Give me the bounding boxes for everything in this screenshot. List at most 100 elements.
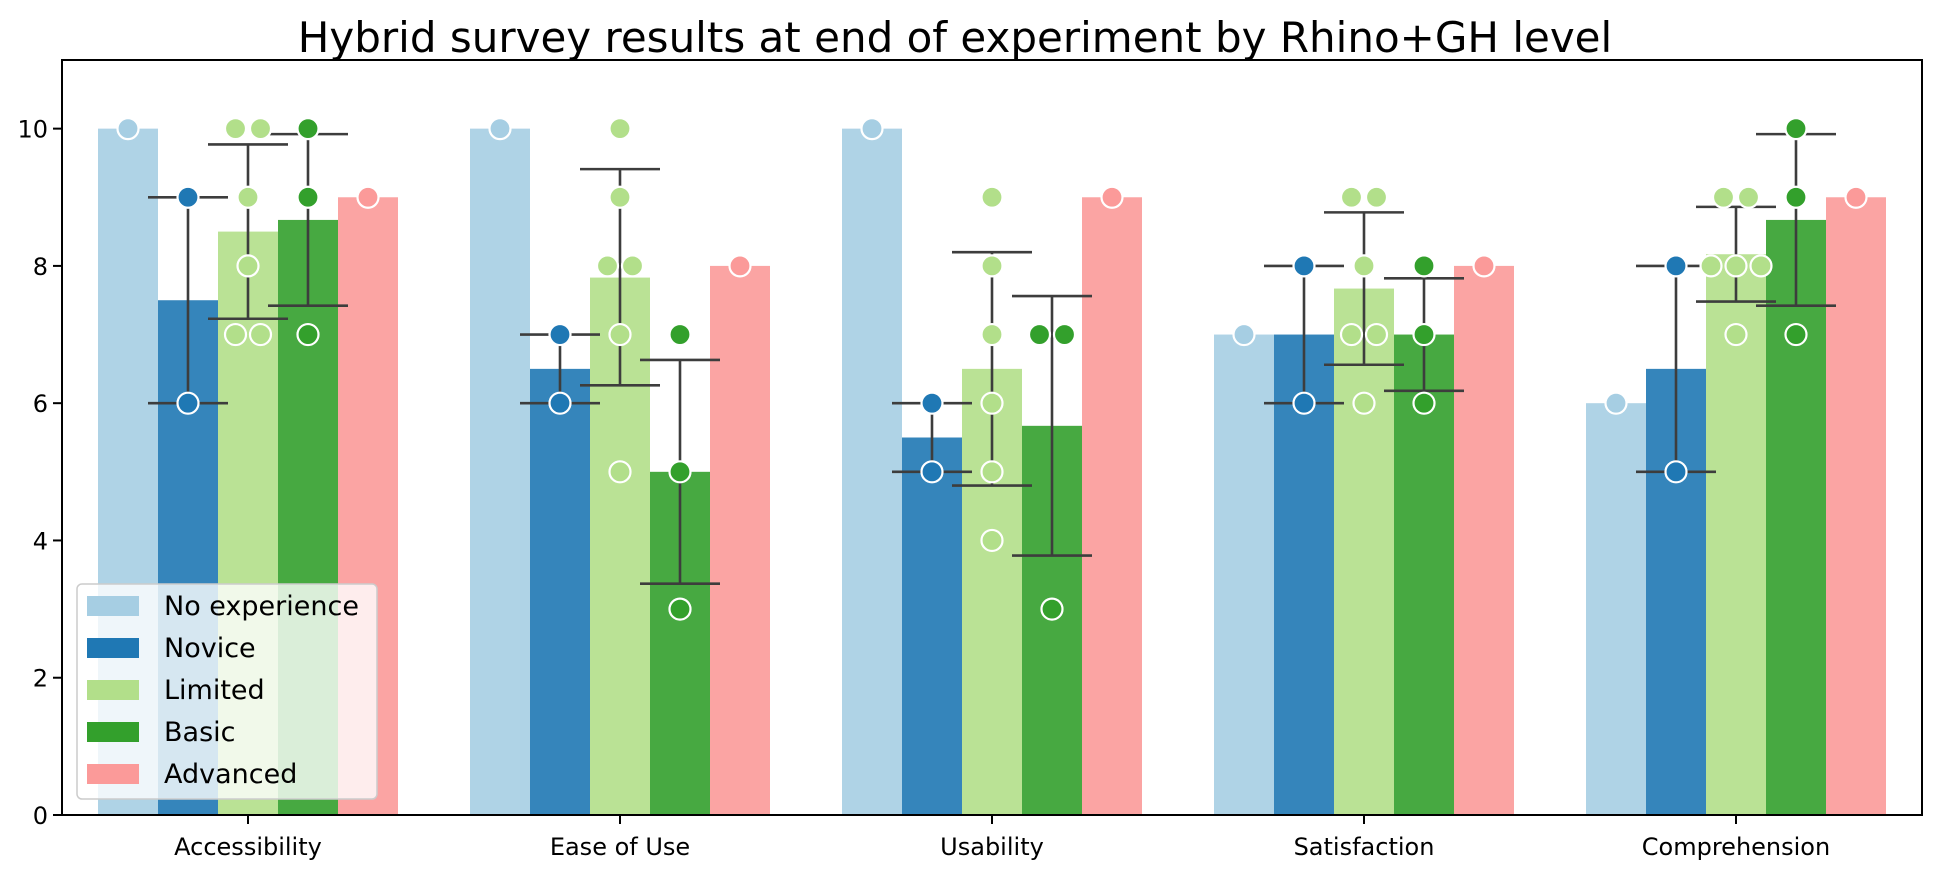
point-3-3-6-0 [1412,391,1436,415]
legend: No experience Novice Limited Basic Advanced [76,583,378,800]
y-tick-label-2: 4 [33,527,48,555]
point-1-4-8-0 [728,254,752,278]
legend-box [76,583,378,800]
x-tick-label-3: Satisfaction [1294,833,1435,861]
y-tick-label-0: 0 [33,802,48,830]
point-1-3-5-0 [668,460,692,484]
point-4-3-10-0 [1784,117,1808,141]
point-0-1-6-0 [176,391,200,415]
point-0-2-8-0 [236,254,260,278]
y-tick-label-1: 2 [33,665,48,693]
legend-label-3: Basic [164,717,235,748]
bar-4-4 [1826,197,1886,816]
point-2-2-7-0 [980,322,1004,347]
bar-4-3 [1766,219,1826,815]
point-0-3-7-0 [296,322,320,347]
point-3-3-7-0 [1412,322,1436,347]
point-0-2-9-0 [236,185,260,209]
point-2-3-7-0 [1027,322,1052,347]
point-0-3-10-0 [296,117,320,141]
point-1-1-6-0 [548,391,572,415]
point-1-2-10-0 [608,117,632,141]
bars-layer [98,128,1886,816]
point-3-2-6-0 [1352,391,1376,415]
point-3-1-8-0 [1292,254,1316,278]
bar-3-2 [1334,288,1394,815]
point-2-2-8-0 [980,254,1004,278]
point-2-2-6-0 [980,391,1004,415]
point-2-2-5-0 [980,460,1004,484]
legend-swatch-0 [87,596,139,616]
point-1-3-3-0 [668,597,692,621]
point-3-2-7-0 [1339,322,1364,347]
point-0-2-7-0 [223,322,248,347]
point-3-2-9-0 [1339,185,1364,209]
point-4-2-8-2 [1749,254,1773,278]
point-2-4-9-0 [1100,185,1124,209]
legend-swatch-3 [87,722,139,742]
y-axis: 0 2 4 6 8 10 [17,116,62,830]
point-4-1-5-0 [1664,460,1688,484]
point-4-3-7-0 [1784,322,1808,347]
bar-2-1 [902,437,962,815]
legend-label-2: Limited [164,675,265,706]
point-0-2-10-0 [223,117,248,141]
bar-1-4 [710,265,770,816]
point-0-1-9-0 [176,185,200,209]
point-3-3-8-0 [1412,254,1436,278]
point-3-2-8-0 [1352,254,1376,278]
bar-1-0 [470,128,530,816]
point-4-4-9-0 [1844,185,1868,209]
legend-swatch-4 [87,764,139,784]
point-4-2-9-1 [1736,185,1761,209]
legend-label-1: Novice [164,633,256,664]
x-tick-label-4: Comprehension [1642,833,1830,861]
bar-4-0 [1586,403,1646,815]
point-2-2-9-0 [980,185,1004,209]
point-3-4-8-0 [1472,254,1496,278]
y-tick-label-5: 10 [17,116,48,144]
point-0-2-10-1 [248,117,273,141]
x-tick-label-1: Ease of Use [550,833,690,861]
point-1-3-7-0 [668,322,692,347]
point-1-2-7-0 [608,322,632,347]
legend-label-0: No experience [164,591,359,622]
point-2-0-10-0 [860,117,884,141]
point-2-1-6-0 [920,391,944,415]
point-1-2-8-0 [595,254,620,278]
point-0-3-9-0 [296,185,320,209]
legend-swatch-2 [87,680,139,700]
point-1-2-9-0 [608,185,632,209]
point-4-3-9-0 [1784,185,1808,209]
x-tick-label-2: Usability [940,833,1044,861]
point-1-2-8-1 [620,254,645,278]
point-0-4-9-0 [356,185,380,209]
bar-1-1 [530,368,590,815]
bar-3-4 [1454,265,1514,816]
x-tick-label-0: Accessibility [174,833,322,861]
point-2-3-7-1 [1052,322,1077,347]
x-axis: Accessibility Ease of Use Usability Satisfa… [174,815,1830,861]
point-4-2-8-0 [1699,254,1723,278]
point-3-0-7-0 [1232,322,1256,347]
bar-4-2 [1706,254,1766,815]
point-3-2-7-1 [1364,322,1389,347]
bar-3-0 [1214,334,1274,815]
chart-title: Hybrid survey results at end of experime… [298,13,1612,62]
point-1-2-5-0 [608,460,632,484]
point-0-2-7-1 [248,322,273,347]
y-tick-label-4: 8 [33,253,48,281]
point-1-1-7-0 [548,322,572,347]
point-4-0-6-0 [1604,391,1628,415]
point-0-0-10-0 [116,117,140,141]
point-4-2-9-0 [1711,185,1736,209]
point-1-0-10-0 [488,117,512,141]
legend-swatch-1 [87,638,139,658]
y-tick-label-3: 6 [33,390,48,418]
point-2-1-5-0 [920,460,944,484]
point-4-2-7-0 [1724,322,1748,347]
point-2-3-3-0 [1040,597,1064,621]
points-layer [116,117,1868,621]
legend-label-4: Advanced [164,759,297,790]
